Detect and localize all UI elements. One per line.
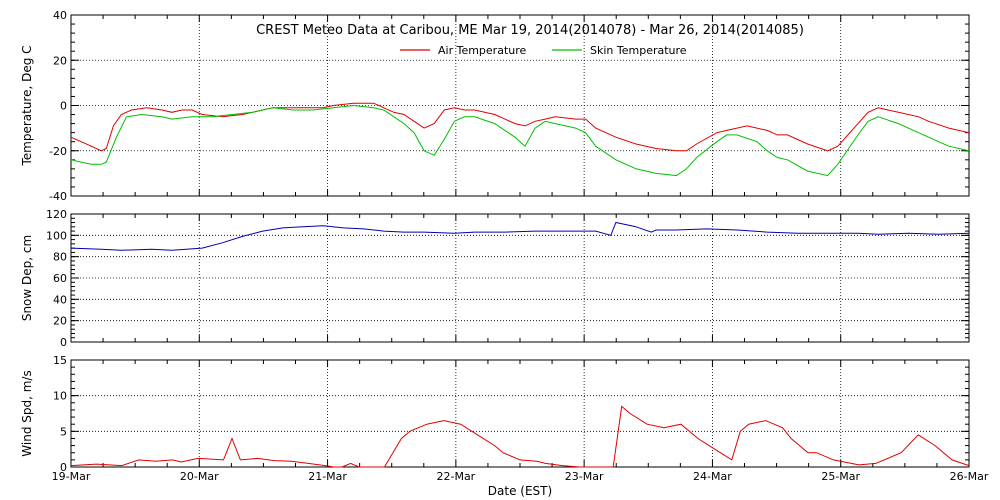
y-tick-label: 0 — [60, 461, 67, 474]
y-tick-label: 100 — [46, 229, 67, 242]
y-tick-label: 5 — [60, 425, 67, 438]
panel-2: 15 10 5 0 Wind Spd, m/s — [20, 354, 970, 474]
x-tick-label: 26-Mar — [950, 470, 989, 483]
y-tick-label: 0 — [60, 100, 67, 113]
y-tick-label: 60 — [53, 272, 67, 285]
series-line-snow-depth — [70, 221, 970, 251]
x-tick-label: 25-Mar — [821, 470, 860, 483]
y-tick-label: 120 — [46, 208, 67, 221]
plot-frame — [70, 359, 970, 468]
series-line-air-temperature — [70, 102, 970, 152]
y-axis-label: Wind Spd, m/s — [20, 370, 34, 456]
y-tick-label: 20 — [53, 315, 67, 328]
x-axis-label: Date (EST) — [488, 484, 552, 498]
y-tick-label: 0 — [60, 336, 67, 349]
y-tick-label: 40 — [53, 9, 67, 22]
chart-title: CREST Meteo Data at Caribou, ME Mar 19, … — [256, 23, 804, 38]
legend-label: Skin Temperature — [590, 44, 687, 57]
y-tick-label: 80 — [53, 251, 67, 264]
series-line-skin-temperature — [70, 104, 970, 177]
legend-label: Air Temperature — [438, 44, 527, 57]
x-tick-label: 24-Mar — [693, 470, 732, 483]
y-tick-label: -20 — [49, 145, 67, 158]
x-tick-label: 21-Mar — [308, 470, 347, 483]
x-tick-label: 23-Mar — [565, 470, 604, 483]
y-axis-label: Temperature, Deg C — [20, 45, 34, 166]
panel-1: 120 100 80 60 40 20 0 Snow Dep, cm — [20, 208, 970, 349]
y-tick-label: -40 — [49, 190, 67, 203]
x-tick-label: 19-Mar — [52, 470, 91, 483]
x-tick-label: 20-Mar — [180, 470, 219, 483]
y-tick-label: 10 — [53, 390, 67, 403]
y-tick-label: 40 — [53, 293, 67, 306]
panel-0: 40 20 0 -20 -40 Temperature, Deg C Air Tempera… — [20, 9, 970, 203]
x-tick-label: 22-Mar — [436, 470, 475, 483]
series-line-wind-speed — [70, 405, 970, 468]
y-tick-label: 15 — [53, 354, 67, 367]
y-axis-label: Snow Dep, cm — [20, 235, 34, 321]
y-tick-label: 20 — [53, 54, 67, 67]
